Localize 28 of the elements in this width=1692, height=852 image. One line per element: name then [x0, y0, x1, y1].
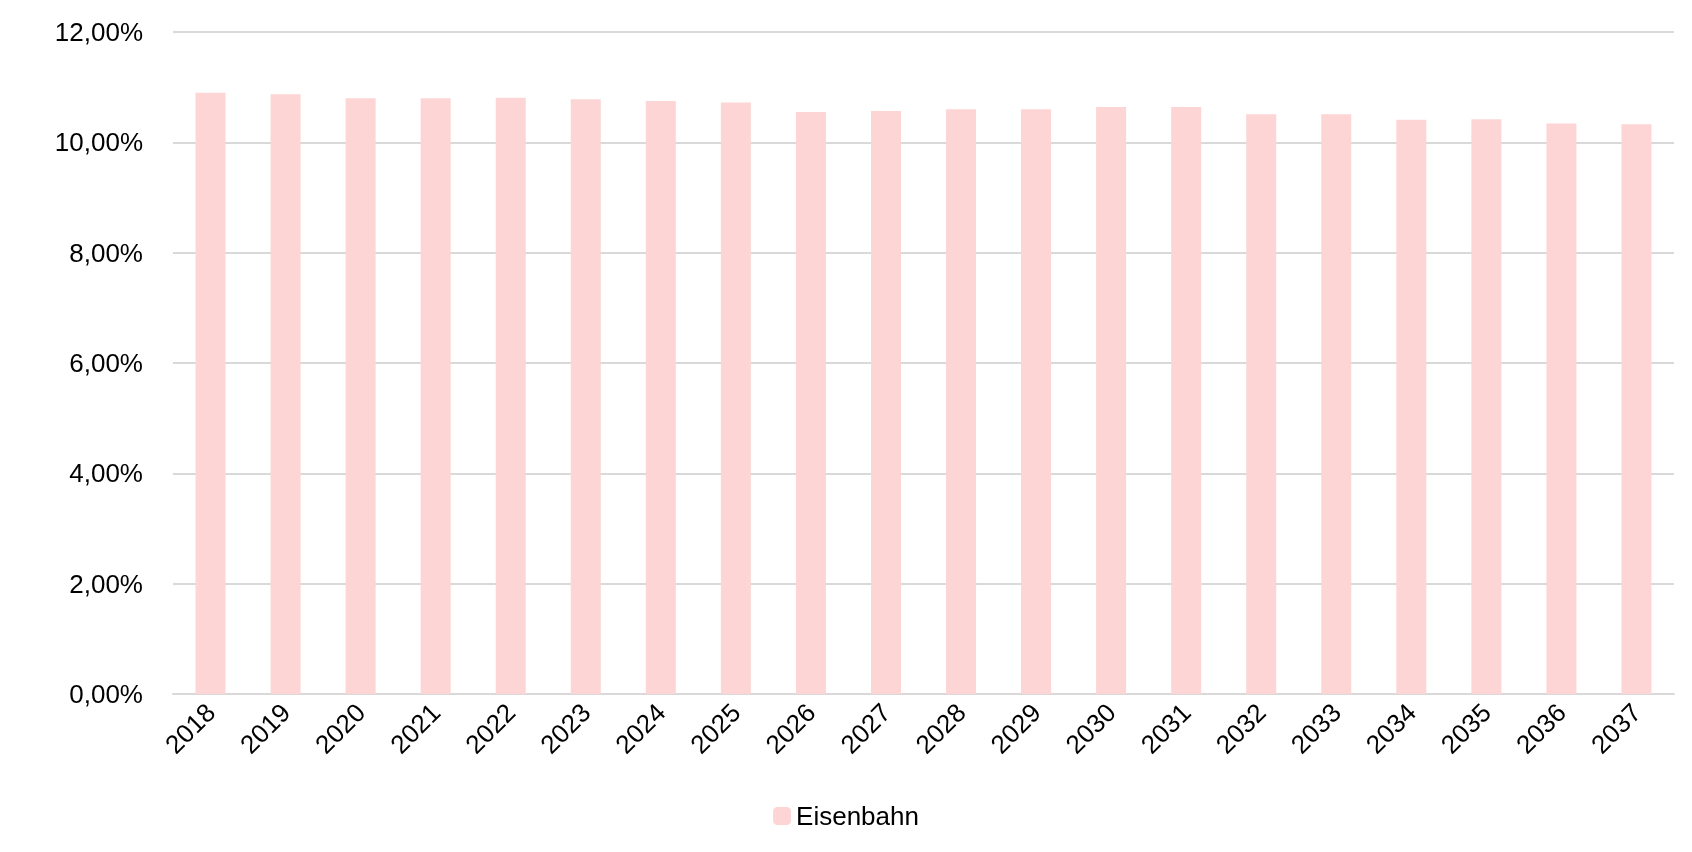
bar	[495, 97, 526, 694]
bar	[1546, 123, 1577, 694]
y-tick-label: 4,00%	[69, 458, 143, 489]
bar	[645, 100, 676, 694]
bar	[1021, 109, 1052, 694]
bar	[270, 94, 301, 694]
y-tick-label: 8,00%	[69, 237, 143, 268]
bar	[946, 109, 977, 694]
y-tick-label: 12,00%	[54, 17, 143, 47]
bar	[795, 111, 826, 694]
legend-label: Eisenbahn	[796, 801, 919, 831]
bar	[345, 98, 376, 694]
y-tick-label: 6,00%	[69, 348, 143, 378]
bar	[720, 102, 751, 694]
bar	[195, 92, 226, 694]
bar	[1621, 124, 1652, 694]
bar	[1096, 107, 1127, 694]
bar	[1171, 107, 1202, 694]
bar	[570, 99, 601, 694]
bar	[1396, 119, 1427, 694]
bar	[1321, 114, 1352, 694]
y-tick-label: 0,00%	[69, 679, 143, 709]
y-tick-label: 10,00%	[54, 127, 143, 158]
bar	[1471, 119, 1502, 694]
y-tick-label: 2,00%	[69, 568, 143, 599]
bar	[870, 110, 901, 694]
bar	[420, 98, 451, 694]
bar	[1246, 114, 1277, 694]
